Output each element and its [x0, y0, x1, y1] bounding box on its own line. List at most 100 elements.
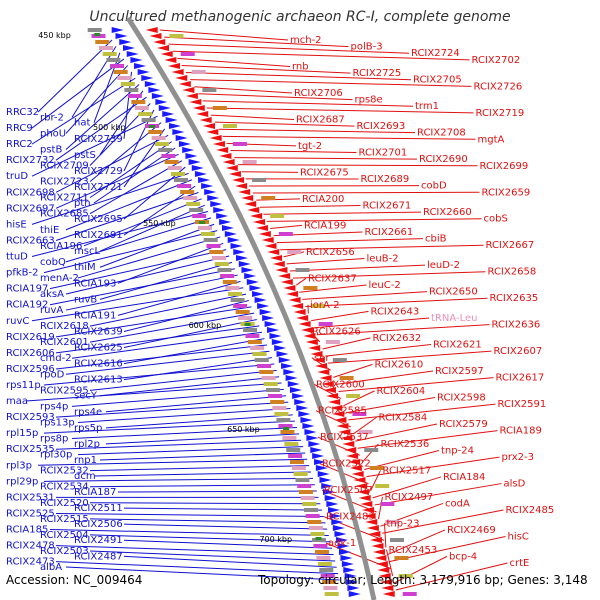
gene-label-dcm: dcm	[74, 471, 96, 482]
gene-connector-line	[280, 244, 484, 251]
plus-strand-feature	[286, 291, 299, 297]
gene-connector-line	[234, 157, 418, 160]
minus-strand-feature	[178, 141, 191, 147]
gene-label-rcix2517: RCIX2517	[383, 465, 432, 476]
gene-connector-line	[181, 64, 351, 74]
minus-strand-feature	[155, 99, 168, 105]
minus-strand-feature	[221, 225, 234, 231]
plus-strand-feature	[156, 45, 169, 51]
minus-strand-feature	[344, 573, 357, 579]
feature-category-box	[252, 352, 267, 356]
feature-category-box	[174, 178, 189, 182]
feature-category-box	[290, 460, 305, 464]
gene-connector-line	[43, 230, 218, 274]
feature-category-box	[265, 388, 280, 392]
feature-category-box	[270, 214, 285, 218]
gene-label-rcia193: RCIA193	[74, 278, 116, 289]
plus-strand-feature	[372, 549, 385, 555]
gene-label-rcix2725: RCIX2725	[353, 68, 402, 79]
minus-strand-feature	[158, 105, 171, 111]
gene-label-rcix2507: RCIX2507	[324, 485, 373, 496]
feature-category-box	[398, 574, 413, 578]
minus-strand-feature	[194, 171, 207, 177]
gene-label-rcia191: RCIA191	[74, 310, 116, 321]
gene-connector-line	[55, 191, 199, 241]
gene-label-rcix2693: RCIX2693	[357, 121, 406, 132]
genome-stats-label: Topology: circular; Length: 3,179,916 bp…	[258, 573, 588, 587]
plus-strand-feature	[264, 243, 277, 249]
minus-strand-feature	[249, 285, 262, 291]
plus-strand-feature	[381, 585, 394, 591]
gene-label-secy: secY	[74, 391, 98, 402]
feature-category-box	[297, 484, 312, 488]
gene-label-tgt-2: tgt-2	[298, 141, 322, 152]
gene-label-rcix2585: RCIX2585	[318, 406, 367, 417]
gene-label-rcix2597: RCIX2597	[435, 366, 484, 377]
gene-label-rcix2593: RCIX2593	[6, 412, 55, 423]
feature-category-box	[325, 340, 340, 344]
plus-strand-feature	[145, 27, 158, 33]
gene-connector-line	[386, 549, 394, 576]
gene-connector-line	[49, 529, 329, 537]
feature-category-box	[192, 214, 207, 218]
plus-strand-feature	[374, 555, 387, 561]
plus-strand-feature	[301, 327, 314, 333]
plus-strand-feature	[153, 39, 166, 45]
feature-category-box	[154, 142, 169, 146]
gene-connector-line	[123, 299, 249, 332]
minus-strand-feature	[259, 309, 272, 315]
gene-label-rpod: rpoD	[40, 369, 65, 380]
gene-connector-line	[210, 114, 295, 120]
gene-label-rcix2721: RCIX2721	[74, 182, 123, 193]
plus-strand-feature	[182, 87, 195, 93]
plus-strand-feature	[222, 159, 235, 165]
gene-connector-line	[65, 217, 212, 263]
feature-category-box	[180, 190, 195, 194]
gene-connector-line	[65, 179, 193, 231]
minus-strand-feature	[287, 381, 300, 387]
feature-category-box	[177, 184, 192, 188]
plus-strand-feature	[319, 375, 332, 381]
gene-label-rcix2667: RCIX2667	[486, 240, 535, 251]
minus-strand-feature	[182, 147, 195, 153]
gene-connector-line	[289, 264, 426, 272]
accession-label: Accession: NC_009464	[6, 573, 143, 587]
feature-category-box	[332, 358, 347, 362]
gene-label-rcix2723: RCIX2723	[40, 177, 89, 188]
plus-strand-feature	[293, 309, 306, 315]
plus-strand-feature	[315, 363, 328, 369]
gene-label-rcix2635: RCIX2635	[490, 293, 539, 304]
gene-connector-line	[89, 502, 321, 505]
feature-category-box	[110, 64, 125, 68]
plus-strand-feature	[349, 465, 362, 471]
gene-connector-line	[89, 484, 315, 488]
feature-category-box	[295, 478, 310, 482]
plus-strand-feature	[235, 183, 248, 189]
gene-label-rcix2732: RCIX2732	[6, 155, 55, 166]
gene-label-hise: hisE	[6, 219, 27, 230]
scale-tick-mark	[199, 221, 206, 224]
gene-label-rcix2658: RCIX2658	[488, 267, 537, 278]
gene-connector-line	[65, 84, 140, 150]
gene-label-sor: sor	[314, 353, 330, 364]
gene-connector-line	[49, 268, 235, 306]
feature-category-box	[316, 556, 331, 560]
gene-label-rcia189: RCIA189	[500, 426, 542, 437]
feature-category-box	[369, 466, 384, 470]
minus-strand-feature	[300, 417, 313, 423]
gene-connector-line	[55, 561, 339, 575]
minus-strand-feature	[302, 423, 315, 429]
gene-connector-line	[311, 310, 369, 322]
gene-connector-line	[357, 430, 498, 449]
minus-strand-feature	[169, 123, 182, 129]
feature-category-box	[169, 34, 184, 38]
feature-category-box	[232, 142, 247, 146]
gene-connector-line	[99, 452, 306, 461]
scale-tick-mark	[149, 125, 156, 128]
minus-strand-feature	[252, 291, 265, 297]
feature-category-box	[243, 328, 258, 332]
gene-label-rcix2726: RCIX2726	[474, 81, 523, 92]
feature-category-box	[95, 40, 110, 44]
gene-connector-line	[65, 566, 340, 581]
scale-tick-label: 550 kbp	[143, 219, 176, 228]
